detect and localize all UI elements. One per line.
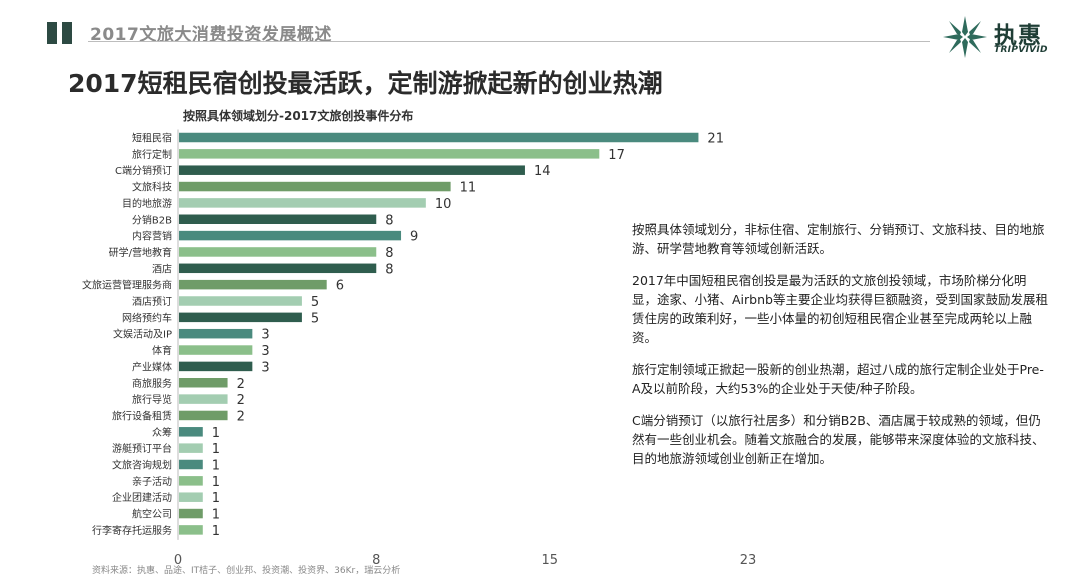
value-label: 5	[311, 311, 319, 326]
category-label: 航空公司	[132, 508, 172, 521]
value-label: 10	[435, 197, 452, 212]
bar	[179, 296, 302, 306]
category-label: 亲子活动	[132, 475, 172, 488]
bar	[179, 394, 228, 404]
bar	[179, 378, 228, 388]
commentary-paragraph: 旅行定制领域正掀起一股新的创业热潮，超过八成的旅行定制企业处于Pre-A及以前阶…	[632, 362, 1044, 396]
value-label: 1	[212, 475, 220, 490]
category-label: 旅行定制	[132, 148, 172, 161]
starburst-logo-icon	[943, 16, 987, 58]
commentary-panel: 按照具体领域划分，非标住宿、定制旅行、分销预订、文旅科技、目的地旅游、研学营地教…	[632, 220, 1050, 481]
value-label: 1	[212, 524, 220, 539]
value-label: 2	[237, 393, 245, 408]
value-label: 11	[460, 181, 477, 196]
bar	[179, 263, 377, 274]
header-accent-bar	[47, 22, 57, 44]
value-label: 14	[534, 164, 551, 179]
category-label: 酒店预订	[132, 295, 172, 308]
value-label: 21	[707, 132, 724, 147]
value-label: 9	[410, 230, 418, 245]
header-divider	[88, 41, 930, 42]
bar	[179, 459, 203, 470]
bar	[179, 198, 426, 208]
category-label: 游艇预订平台	[112, 442, 172, 455]
category-label: 行李寄存托运服务	[92, 524, 172, 537]
category-label: 企业团建活动	[112, 491, 172, 504]
logo-name-cn: 执惠	[994, 23, 1042, 49]
commentary-paragraph: C端分销预订（以旅行社居多）和分销B2B、酒店属于较成熟的领域，但仍然有一些创业…	[632, 413, 1045, 466]
x-tick-label: 0	[174, 553, 182, 568]
bar	[179, 328, 253, 339]
bar	[179, 410, 228, 421]
bar	[179, 492, 203, 502]
x-tick-label: 8	[372, 553, 380, 568]
header-accent-bar	[62, 22, 72, 44]
category-label: 众筹	[152, 426, 172, 439]
bar	[179, 214, 377, 224]
category-label: 旅行导览	[132, 393, 172, 406]
bar	[179, 508, 203, 519]
value-label: 1	[212, 442, 220, 457]
bar	[179, 476, 203, 486]
bar	[179, 312, 302, 323]
category-label: 文旅运营管理服务商	[82, 279, 172, 292]
category-label: 研学/营地教育	[109, 246, 172, 259]
bar	[179, 525, 203, 535]
value-label: 3	[261, 344, 269, 359]
bar	[179, 247, 377, 257]
category-label: 目的地旅游	[122, 197, 172, 210]
bar	[179, 443, 203, 453]
value-label: 3	[261, 328, 269, 343]
page-title: 2017短租民宿创投最活跃，定制游掀起新的创业热潮	[68, 69, 663, 98]
bar	[179, 149, 600, 159]
value-label: 8	[385, 262, 393, 277]
logo-name-en: TRIPVIVID	[994, 45, 1048, 55]
value-label: 1	[212, 426, 220, 441]
bar	[179, 345, 253, 355]
x-tick-label: 15	[541, 553, 558, 568]
category-label: 产业媒体	[132, 360, 172, 373]
commentary-paragraph: 按照具体领域划分，非标住宿、定制旅行、分销预订、文旅科技、目的地旅游、研学营地教…	[632, 222, 1045, 256]
bar	[179, 181, 451, 192]
category-label: 分销B2B	[132, 213, 172, 226]
source-note: 资料来源：执惠、品途、IT桔子、创业邦、投资潮、投资界、36Kr，瑞云分析	[92, 566, 401, 576]
value-label: 3	[261, 360, 269, 375]
category-label: 旅行设备租赁	[112, 409, 172, 422]
brand-logo: 执惠 TRIPVIVID	[940, 14, 1080, 64]
value-label: 17	[608, 148, 625, 163]
category-label: 网络预约车	[122, 311, 172, 324]
bar	[179, 361, 253, 372]
category-label: 内容营销	[132, 230, 172, 243]
category-label: 商旅服务	[132, 377, 172, 390]
bar	[179, 230, 402, 241]
bar	[179, 132, 699, 143]
chart-title: 按照具体领域划分-2017文旅创投事件分布	[183, 109, 414, 123]
value-label: 8	[385, 213, 393, 228]
category-label: 文旅咨询规划	[112, 459, 172, 472]
value-label: 2	[237, 377, 245, 392]
category-label: C端分销预订	[115, 164, 172, 177]
value-label: 1	[212, 508, 220, 523]
value-label: 5	[311, 295, 319, 310]
commentary-paragraph: 2017年中国短租民宿创投是最为活跃的文旅创投领域，市场阶梯分化明显，途家、小猪…	[632, 273, 1048, 345]
bar	[179, 165, 525, 175]
value-label: 6	[336, 279, 344, 294]
category-label: 酒店	[152, 262, 172, 275]
bar	[179, 427, 203, 437]
category-label: 文旅科技	[132, 181, 172, 194]
value-label: 1	[212, 459, 220, 474]
x-tick-label: 23	[740, 553, 757, 568]
bar	[179, 279, 327, 290]
header-title: 2017文旅大消费投资发展概述	[90, 25, 332, 45]
category-label: 文娱活动及IP	[113, 328, 172, 341]
category-label: 短租民宿	[132, 132, 172, 145]
value-label: 1	[212, 491, 220, 506]
value-label: 2	[237, 409, 245, 424]
value-label: 8	[385, 246, 393, 261]
category-label: 体育	[152, 344, 172, 357]
